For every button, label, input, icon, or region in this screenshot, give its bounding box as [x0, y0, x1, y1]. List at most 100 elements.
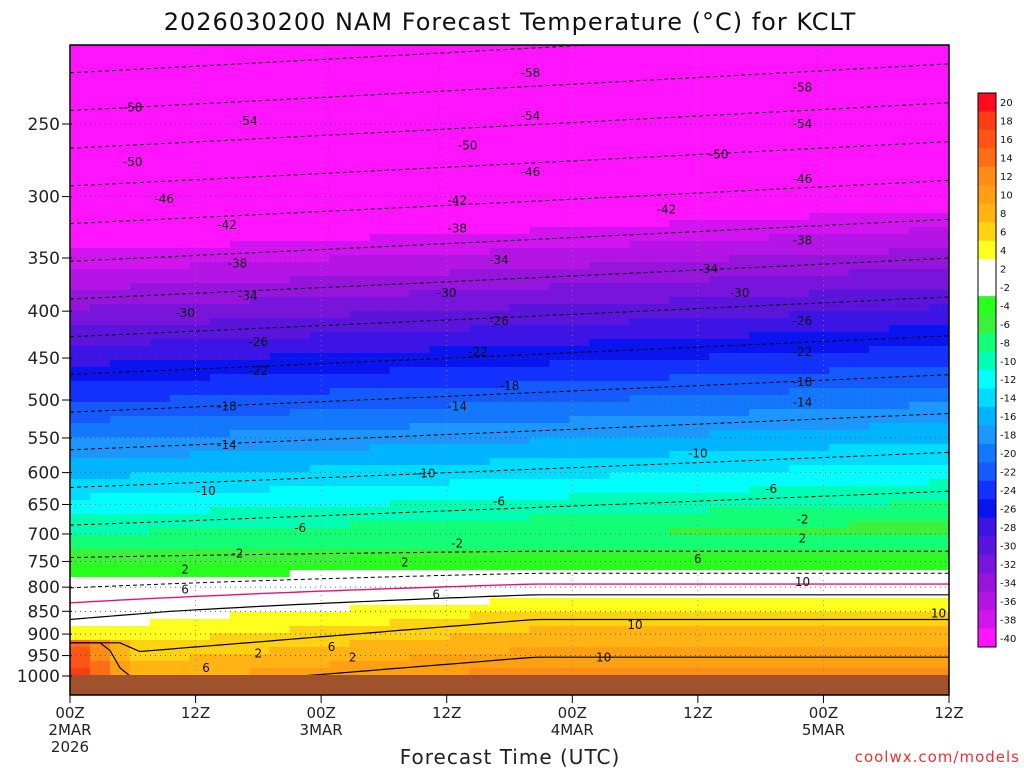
temperature-cell [369, 381, 391, 389]
temperature-cell [849, 521, 870, 529]
temperature-cell [329, 647, 351, 655]
temperature-cell [489, 381, 511, 389]
temperature-cell [389, 262, 411, 270]
temperature-cell [289, 185, 311, 193]
temperature-cell [369, 283, 391, 291]
temperature-cell [169, 402, 191, 410]
temperature-cell [689, 325, 710, 333]
temperature-cell [809, 199, 830, 207]
temperature-cell [809, 87, 830, 95]
temperature-cell [669, 514, 690, 522]
temperature-cell [549, 563, 571, 571]
temperature-cell [269, 626, 291, 634]
temperature-cell [749, 227, 770, 235]
temperature-cell [549, 458, 571, 466]
temperature-cell [829, 346, 850, 354]
temperature-cell [509, 318, 531, 326]
temperature-cell [929, 185, 949, 193]
temperature-cell [429, 143, 451, 151]
temperature-cell [389, 192, 411, 200]
isotherm-label: 6 [432, 588, 440, 602]
temperature-cell [769, 374, 790, 382]
temperature-cell [429, 346, 451, 354]
temperature-cell [849, 164, 870, 172]
temperature-cell [509, 234, 531, 242]
temperature-cell [929, 248, 949, 256]
temperature-cell [889, 199, 910, 207]
temperature-cell [729, 269, 750, 277]
temperature-cell [529, 206, 551, 214]
temperature-cell [349, 115, 371, 123]
temperature-cell [329, 556, 351, 564]
temperature-cell [829, 206, 850, 214]
temperature-cell [769, 444, 790, 452]
isotherm-label: -2 [231, 546, 243, 560]
temperature-cell [889, 248, 910, 256]
temperature-cell [649, 52, 670, 60]
temperature-cell [549, 206, 571, 214]
temperature-cell [689, 626, 710, 634]
temperature-cell [609, 507, 630, 515]
isotherm-label: 2 [799, 532, 807, 546]
temperature-cell [909, 185, 930, 193]
isotherm-label: -10 [688, 447, 708, 461]
temperature-cell [889, 255, 910, 263]
temperature-cell [429, 668, 451, 675]
temperature-cell [449, 178, 471, 186]
temperature-cell [269, 325, 291, 333]
temperature-cell [209, 220, 231, 228]
temperature-cell [249, 528, 271, 536]
temperature-cell [729, 283, 750, 291]
temperature-cell [569, 332, 591, 340]
temperature-cell [189, 339, 211, 347]
temperature-cell [729, 633, 750, 641]
temperature-cell [589, 584, 610, 592]
temperature-cell [449, 80, 471, 88]
temperature-cell [669, 563, 690, 571]
temperature-cell [569, 640, 591, 648]
temperature-cell [329, 59, 351, 67]
temperature-cell [269, 283, 291, 291]
temperature-cell [209, 647, 231, 655]
temperature-cell [849, 444, 870, 452]
temperature-cell [929, 241, 949, 249]
temperature-cell [89, 262, 111, 270]
temperature-cell [449, 451, 471, 459]
temperature-cell [389, 178, 411, 186]
temperature-cell [909, 304, 930, 312]
temperature-cell [349, 423, 371, 431]
temperature-cell [449, 661, 471, 669]
temperature-cell [709, 136, 730, 144]
temperature-cell [309, 220, 331, 228]
colorbar-swatch [978, 203, 996, 223]
temperature-cell [809, 437, 830, 445]
isotherm-label: -58 [521, 66, 541, 80]
temperature-cell [409, 87, 431, 95]
temperature-cell [429, 472, 451, 480]
temperature-cell [829, 626, 850, 634]
temperature-cell [189, 479, 211, 487]
temperature-cell [729, 164, 750, 172]
temperature-cell [209, 59, 231, 67]
temperature-cell [409, 339, 431, 347]
temperature-cell [389, 87, 411, 95]
temperature-cell [809, 514, 830, 522]
temperature-cell [389, 108, 411, 116]
temperature-cell [169, 535, 191, 543]
isotherm-label: -34 [489, 253, 509, 267]
temperature-cell [169, 248, 191, 256]
temperature-cell [929, 423, 949, 431]
temperature-cell [469, 59, 491, 67]
temperature-cell [229, 507, 251, 515]
temperature-cell [109, 416, 131, 424]
temperature-cell [249, 255, 271, 263]
colorbar-swatch [978, 573, 996, 592]
temperature-cell [89, 549, 111, 557]
temperature-cell [609, 157, 630, 165]
temperature-cell [909, 94, 930, 102]
temperature-cell [409, 465, 431, 473]
temperature-cell [869, 528, 890, 536]
temperature-cell [929, 346, 949, 354]
temperature-cell [669, 598, 690, 606]
temperature-cell [89, 178, 111, 186]
